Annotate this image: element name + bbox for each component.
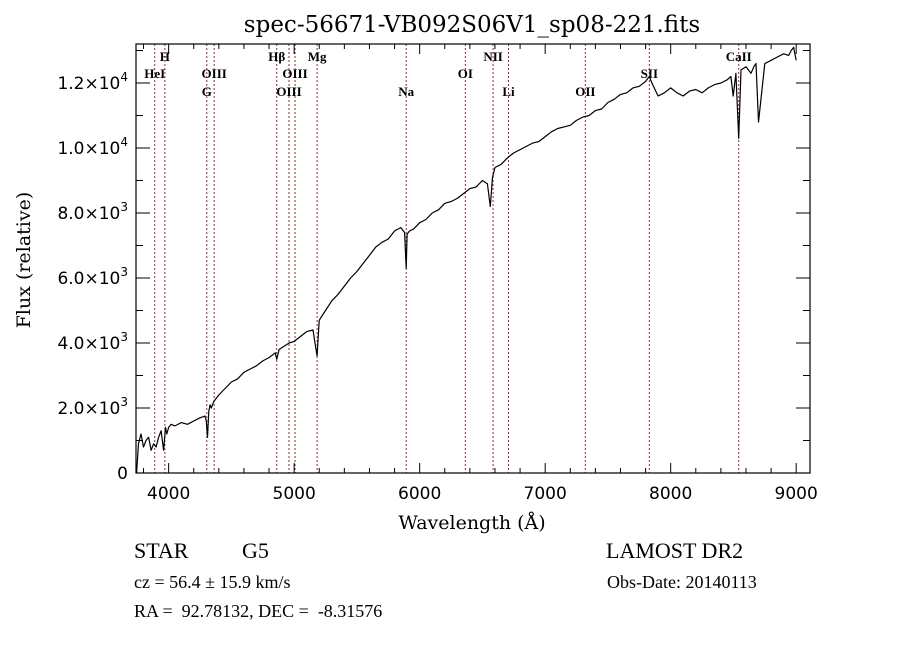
x-axis-ticks: 4000 5000 6000 7000 8000 9000 xyxy=(143,44,818,504)
chart-title: spec-56671-VB092S06V1_sp08-221.fits xyxy=(244,12,700,38)
spectral-line-markers xyxy=(154,44,740,473)
x-tick-label: 4000 xyxy=(147,484,190,504)
spectral-line-label: OIII xyxy=(202,66,227,81)
x-tick-label: 5000 xyxy=(273,484,316,504)
spectral-line-label: H xyxy=(160,49,170,64)
y-tick-label: 6.0×103 xyxy=(57,265,128,289)
y-tick-label: 1.2×104 xyxy=(57,70,128,94)
x-axis-title: Wavelength (Å) xyxy=(398,512,545,534)
x-tick-label: 6000 xyxy=(398,484,441,504)
spectral-line-label: G xyxy=(202,84,212,99)
spectral-line-label: NII xyxy=(483,49,503,64)
y-tick-label: 4.0×103 xyxy=(57,330,128,354)
spectral-line-label: Hβ xyxy=(268,49,285,64)
y-tick-label: 8.0×103 xyxy=(57,200,128,224)
spectral-line-label: OII xyxy=(575,84,595,99)
survey-name: LAMOST DR2 xyxy=(606,538,744,563)
spectral-line-label: OIII xyxy=(276,84,301,99)
y-axis-ticks: 0 2.0×103 4.0×103 6.0×103 8.0×103 1.0×104 1.2×… xyxy=(57,50,810,484)
series-line-flux xyxy=(136,46,797,474)
plot-frame xyxy=(135,43,811,474)
observation-date: Obs-Date: 20140113 xyxy=(607,572,757,592)
spectral-line-label: CaII xyxy=(726,49,752,64)
spectral-line-label: HeI xyxy=(144,66,165,81)
x-tick-label: 9000 xyxy=(775,484,818,504)
spectral-line-label: OIII xyxy=(282,66,307,81)
y-tick-label: 1.0×104 xyxy=(57,135,128,159)
object-subclass: G5 xyxy=(242,538,269,563)
spectral-line-label: Li xyxy=(502,84,515,99)
ra-dec-coordinates: RA = 92.78132, DEC = -8.31576 xyxy=(134,601,383,621)
y-tick-label: 2.0×103 xyxy=(57,395,128,419)
x-tick-label: 7000 xyxy=(524,484,567,504)
spectral-line-label: Na xyxy=(398,84,414,99)
spectral-line-label: OI xyxy=(458,66,473,81)
x-tick-label: 8000 xyxy=(649,484,692,504)
y-axis-title: Flux (relative) xyxy=(13,192,35,329)
series-layer xyxy=(136,46,797,474)
spectral-line-label: Mg xyxy=(308,49,327,64)
spectral-line-label: SII xyxy=(641,66,658,81)
redshift-cz: cz = 56.4 ± 15.9 km/s xyxy=(134,572,291,592)
object-class: STAR xyxy=(134,538,189,563)
y-tick-label: 0 xyxy=(117,464,128,484)
